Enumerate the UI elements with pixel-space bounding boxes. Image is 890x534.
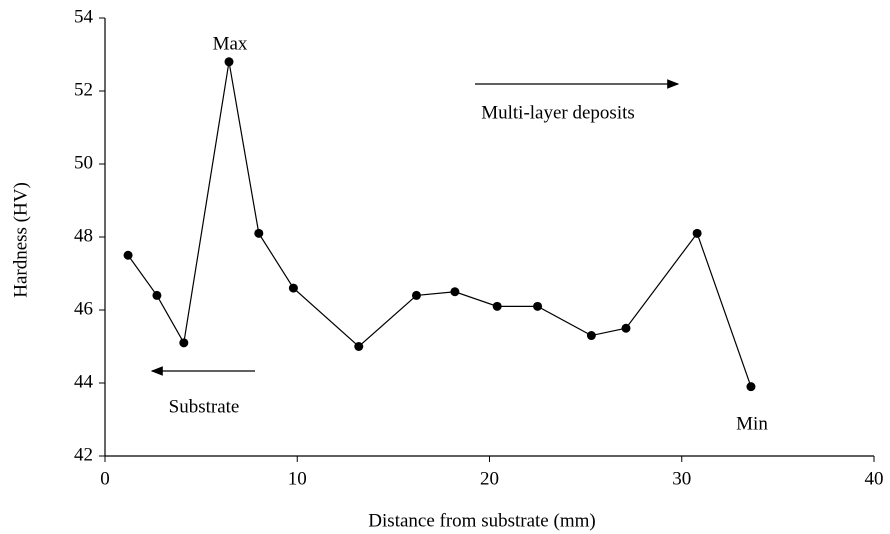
y-axis-label: Hardness (HV) bbox=[10, 182, 31, 298]
y-tick-label: 46 bbox=[74, 298, 93, 319]
y-tick-label: 54 bbox=[74, 6, 94, 27]
annotation: Substrate bbox=[169, 396, 240, 417]
x-tick-label: 30 bbox=[672, 468, 691, 489]
y-tick-label: 52 bbox=[74, 79, 93, 100]
annotation: Max bbox=[213, 33, 248, 54]
y-tick-label: 42 bbox=[74, 444, 93, 465]
marker bbox=[123, 250, 133, 260]
x-tick-label: 20 bbox=[480, 468, 499, 489]
marker bbox=[224, 57, 234, 67]
annotation: Min bbox=[736, 413, 768, 434]
marker bbox=[152, 290, 162, 300]
marker bbox=[288, 283, 298, 293]
annotation: Multi-layer deposits bbox=[481, 102, 635, 123]
x-tick-label: 40 bbox=[865, 468, 884, 489]
marker bbox=[692, 228, 702, 238]
x-tick-label: 10 bbox=[288, 468, 307, 489]
line bbox=[127, 61, 752, 387]
x-axis-label: Distance from substrate (mm) bbox=[368, 510, 595, 531]
marker bbox=[254, 228, 264, 238]
marker bbox=[746, 382, 756, 392]
marker bbox=[621, 323, 631, 333]
marker bbox=[586, 331, 596, 341]
marker bbox=[492, 301, 502, 311]
marker bbox=[411, 290, 421, 300]
y-tick-label: 44 bbox=[74, 371, 94, 392]
marker bbox=[533, 301, 543, 311]
marker bbox=[179, 338, 189, 348]
x-tick-label: 0 bbox=[100, 468, 110, 489]
marker bbox=[354, 342, 364, 351]
marker bbox=[450, 287, 460, 297]
y-tick-label: 48 bbox=[74, 225, 93, 246]
y-tick-label: 50 bbox=[74, 152, 93, 173]
